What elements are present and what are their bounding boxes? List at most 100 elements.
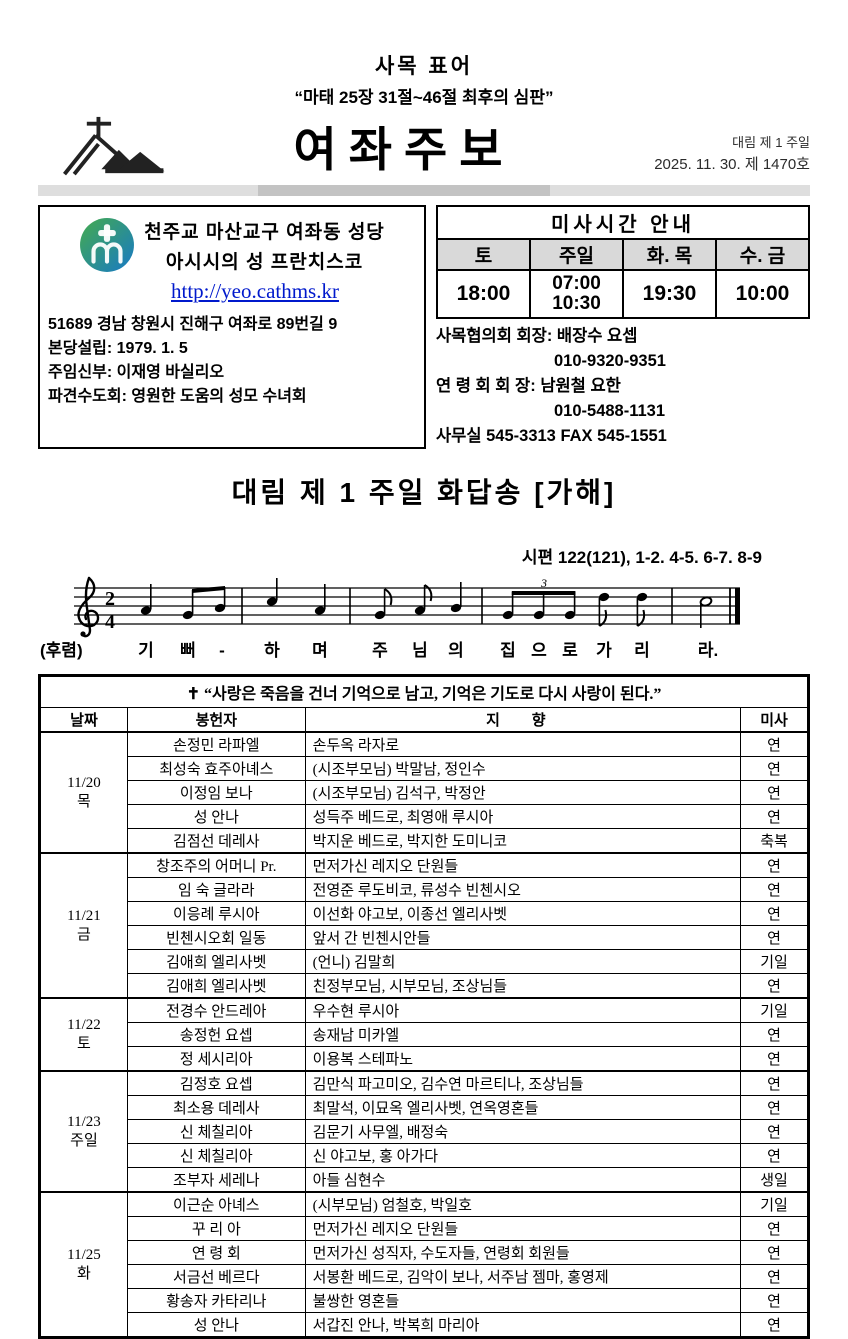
mass-time-wed-fri: 10:00 [715,269,810,319]
council-chair-phone: 010-9320-9351 [554,352,666,371]
mass-header-tue-thu: 화. 목 [622,238,717,271]
lyric: 며 [312,641,328,660]
motto-title: 사목 표어 [374,55,474,78]
intention-row: 성 안나 서갑진 안나, 박복희 마리아 연 [40,1312,809,1339]
intentions-header-row: 날짜 봉헌자 지 향 미사 [39,707,809,733]
church-name: 천주교 마산교구 여좌동 성당 [144,222,385,244]
intentions-section: ✝ “사랑은 죽음을 건너 기억으로 남고, 기억은 기도로 다시 사랑이 된다… [38,674,810,1339]
mass-type-cell: 기일 [740,1191,809,1218]
intention-cell: 김만식 파고미오, 김수연 마르티나, 조상님들 [304,1070,742,1097]
intention-row: 김애희 엘리사벳 친정부모님, 시부모님, 조상님들 연 [40,973,809,999]
note-quarter [140,584,152,615]
mass-type-cell: 기일 [740,949,809,975]
mass-type-cell: 연 [740,877,809,903]
intention-row: 최소용 데레사 최말석, 이묘옥 엘리사벳, 연옥영혼들 연 [40,1095,809,1121]
donor-cell: 김애희 엘리사벳 [126,949,306,975]
col-header-donor: 봉헌자 [126,707,306,733]
mass-type-cell: 연 [740,1070,809,1097]
donor-cell: 임 숙 글라라 [126,877,306,903]
donor-cell: 빈첸시오회 일동 [126,925,306,951]
intention-cell: 성득주 베드로, 최영애 루시아 [304,804,742,830]
mass-type-cell: 연 [740,804,809,830]
refrain-label: (후렴) [40,640,83,660]
intention-cell: (시조부모님) 박말남, 정인수 [304,756,742,782]
col-header-intention: 지 향 [304,707,742,733]
council-chair: 사목협의회 회장: 배장수 요셉 [436,327,638,345]
mass-type-cell: 연 [740,731,809,758]
intention-cell: (시부모님) 엄철호, 박일호 [304,1191,742,1218]
mass-header-wed-fri: 수. 금 [715,238,810,271]
donor-cell: 서금선 베르다 [126,1264,306,1290]
final-barline-thick [735,588,740,625]
note-eighth-down [636,593,648,628]
intention-cell: 먼저가신 레지오 단원들 [304,1216,742,1242]
intention-row: 빈첸시오회 일동 앞서 간 빈첸시안들 연 [40,925,809,951]
intention-row: 이정임 보나 (시조부모님) 김석구, 박정안 연 [40,780,809,806]
lyric: 으 [531,641,547,660]
music-staff: 2 4 [38,570,810,664]
intentions-body: 11/20 목 손정민 라파엘 손두옥 라자로 연 최성숙 효주아녜스 (시조부모님) 박말… [39,731,809,1339]
lyric: 로 [562,641,578,660]
lyric: 라. [698,641,718,660]
intention-row: 정 세시리아 이용복 스테파노 연 [40,1046,809,1072]
lyric: 의 [448,641,464,660]
date-cell: 11/21 금 [39,852,128,999]
note-half [699,596,713,629]
intention-row: 11/20 목 손정민 라파엘 손두옥 라자로 연 [39,731,809,854]
issue-info: 대림 제 1 주일 2025. 11. 30. 제 1470호 [620,132,810,178]
info-row: 천주교 마산교구 여좌동 성당 아시시의 성 프란치스코 http://yeo.… [38,205,810,450]
mass-times-table: 미사시간 안내 토 주일 화. 목 수. 금 18:00 07:00 10:30 [436,205,810,319]
donor-cell: 김정호 요셉 [126,1070,306,1097]
diocese-logo-icon [79,217,135,278]
church-address: 51689 경남 창원시 진해구 여좌로 89번길 9 [48,316,338,333]
church-website-link[interactable]: http://yeo.cathms.kr [171,279,339,303]
intention-cell: 아들 심현수 [304,1167,742,1193]
bulletin-title: 여좌주보 [293,123,515,177]
table-quote: ✝ “사랑은 죽음을 건너 기억으로 남고, 기억은 기도로 다시 사랑이 된다… [39,675,809,709]
lyric: 뻐 [180,641,196,660]
intention-row: 11/22 토 전경수 안드레아 우수현 루시아 기일 [39,997,809,1072]
donor-cell: 조부자 세레나 [126,1167,306,1193]
intention-row: 송정헌 요셉 송재남 미카엘 연 [40,1022,809,1048]
donor-cell: 최소용 데레사 [126,1095,306,1121]
church-founded: 본당설립: 1979. 1. 5 [48,340,188,357]
note-eighth-pair [182,586,226,620]
donor-cell: 황송자 카타리나 [126,1288,306,1314]
donor-cell: 이정임 보나 [126,780,306,806]
intention-row: 임 숙 글라라 전영준 루도비코, 류성수 빈첸시오 연 [40,877,809,903]
intention-row: 신 체칠리아 김문기 사무엘, 배정숙 연 [40,1119,809,1145]
mass-header-sun: 주일 [529,238,624,271]
bulletin-page: 사목 표어 “마태 25장 31절~46절 최후의 심판” 여좌주보 대림 제 … [0,50,848,1339]
note-eighth-down [598,593,610,628]
psalm-reference: 시편 122(121), 1-2. 4-5. 6-7. 8-9 [521,548,762,568]
note-quarter [314,584,326,615]
cross-icon: ✝ [186,686,200,704]
donor-cell: 전경수 안드레아 [126,997,306,1024]
intention-cell: 서봉환 베드로, 김악이 보나, 서주남 젬마, 홍영제 [304,1264,742,1290]
mass-type-cell: 연 [740,973,809,999]
triplet-number: 3 [540,576,547,590]
intention-cell: 서갑진 안나, 박복희 마리아 [304,1312,742,1339]
intention-cell: (시조부모님) 김석구, 박정안 [304,780,742,806]
office-phone-fax: 사무실 545-3313 FAX 545-1551 [436,427,667,446]
intentions-table: ✝ “사랑은 죽음을 건너 기억으로 남고, 기억은 기도로 다시 사랑이 된다… [38,674,810,1339]
intention-row: 11/21 금 창조주의 어머니 Pr. 먼저가신 레지오 단원들 연 [39,852,809,999]
mass-type-cell: 연 [740,1312,809,1339]
donor-cell: 연 령 회 [126,1240,306,1266]
col-header-mass: 미사 [740,707,809,733]
intention-cell: 앞서 간 빈첸시안들 [304,925,742,951]
intention-cell: 송재남 미카엘 [304,1022,742,1048]
mass-type-cell: 연 [740,1264,809,1290]
lyric: - [219,641,225,660]
intention-cell: (언니) 김말희 [304,949,742,975]
lyric: 가 [596,641,612,660]
intention-row: 황송자 카타리나 불쌍한 영혼들 연 [40,1288,809,1314]
date-cell: 11/23 주일 [39,1070,128,1193]
note-triplet [502,591,576,620]
mass-type-cell: 연 [740,852,809,879]
divider-segment [258,185,550,196]
yeonryeong-chair-phone: 010-5488-1131 [554,402,666,421]
intention-row: 꾸 리 아 먼저가신 레지오 단원들 연 [40,1216,809,1242]
donor-cell: 손정민 라파엘 [126,731,306,758]
intention-cell: 이용복 스테파노 [304,1046,742,1072]
